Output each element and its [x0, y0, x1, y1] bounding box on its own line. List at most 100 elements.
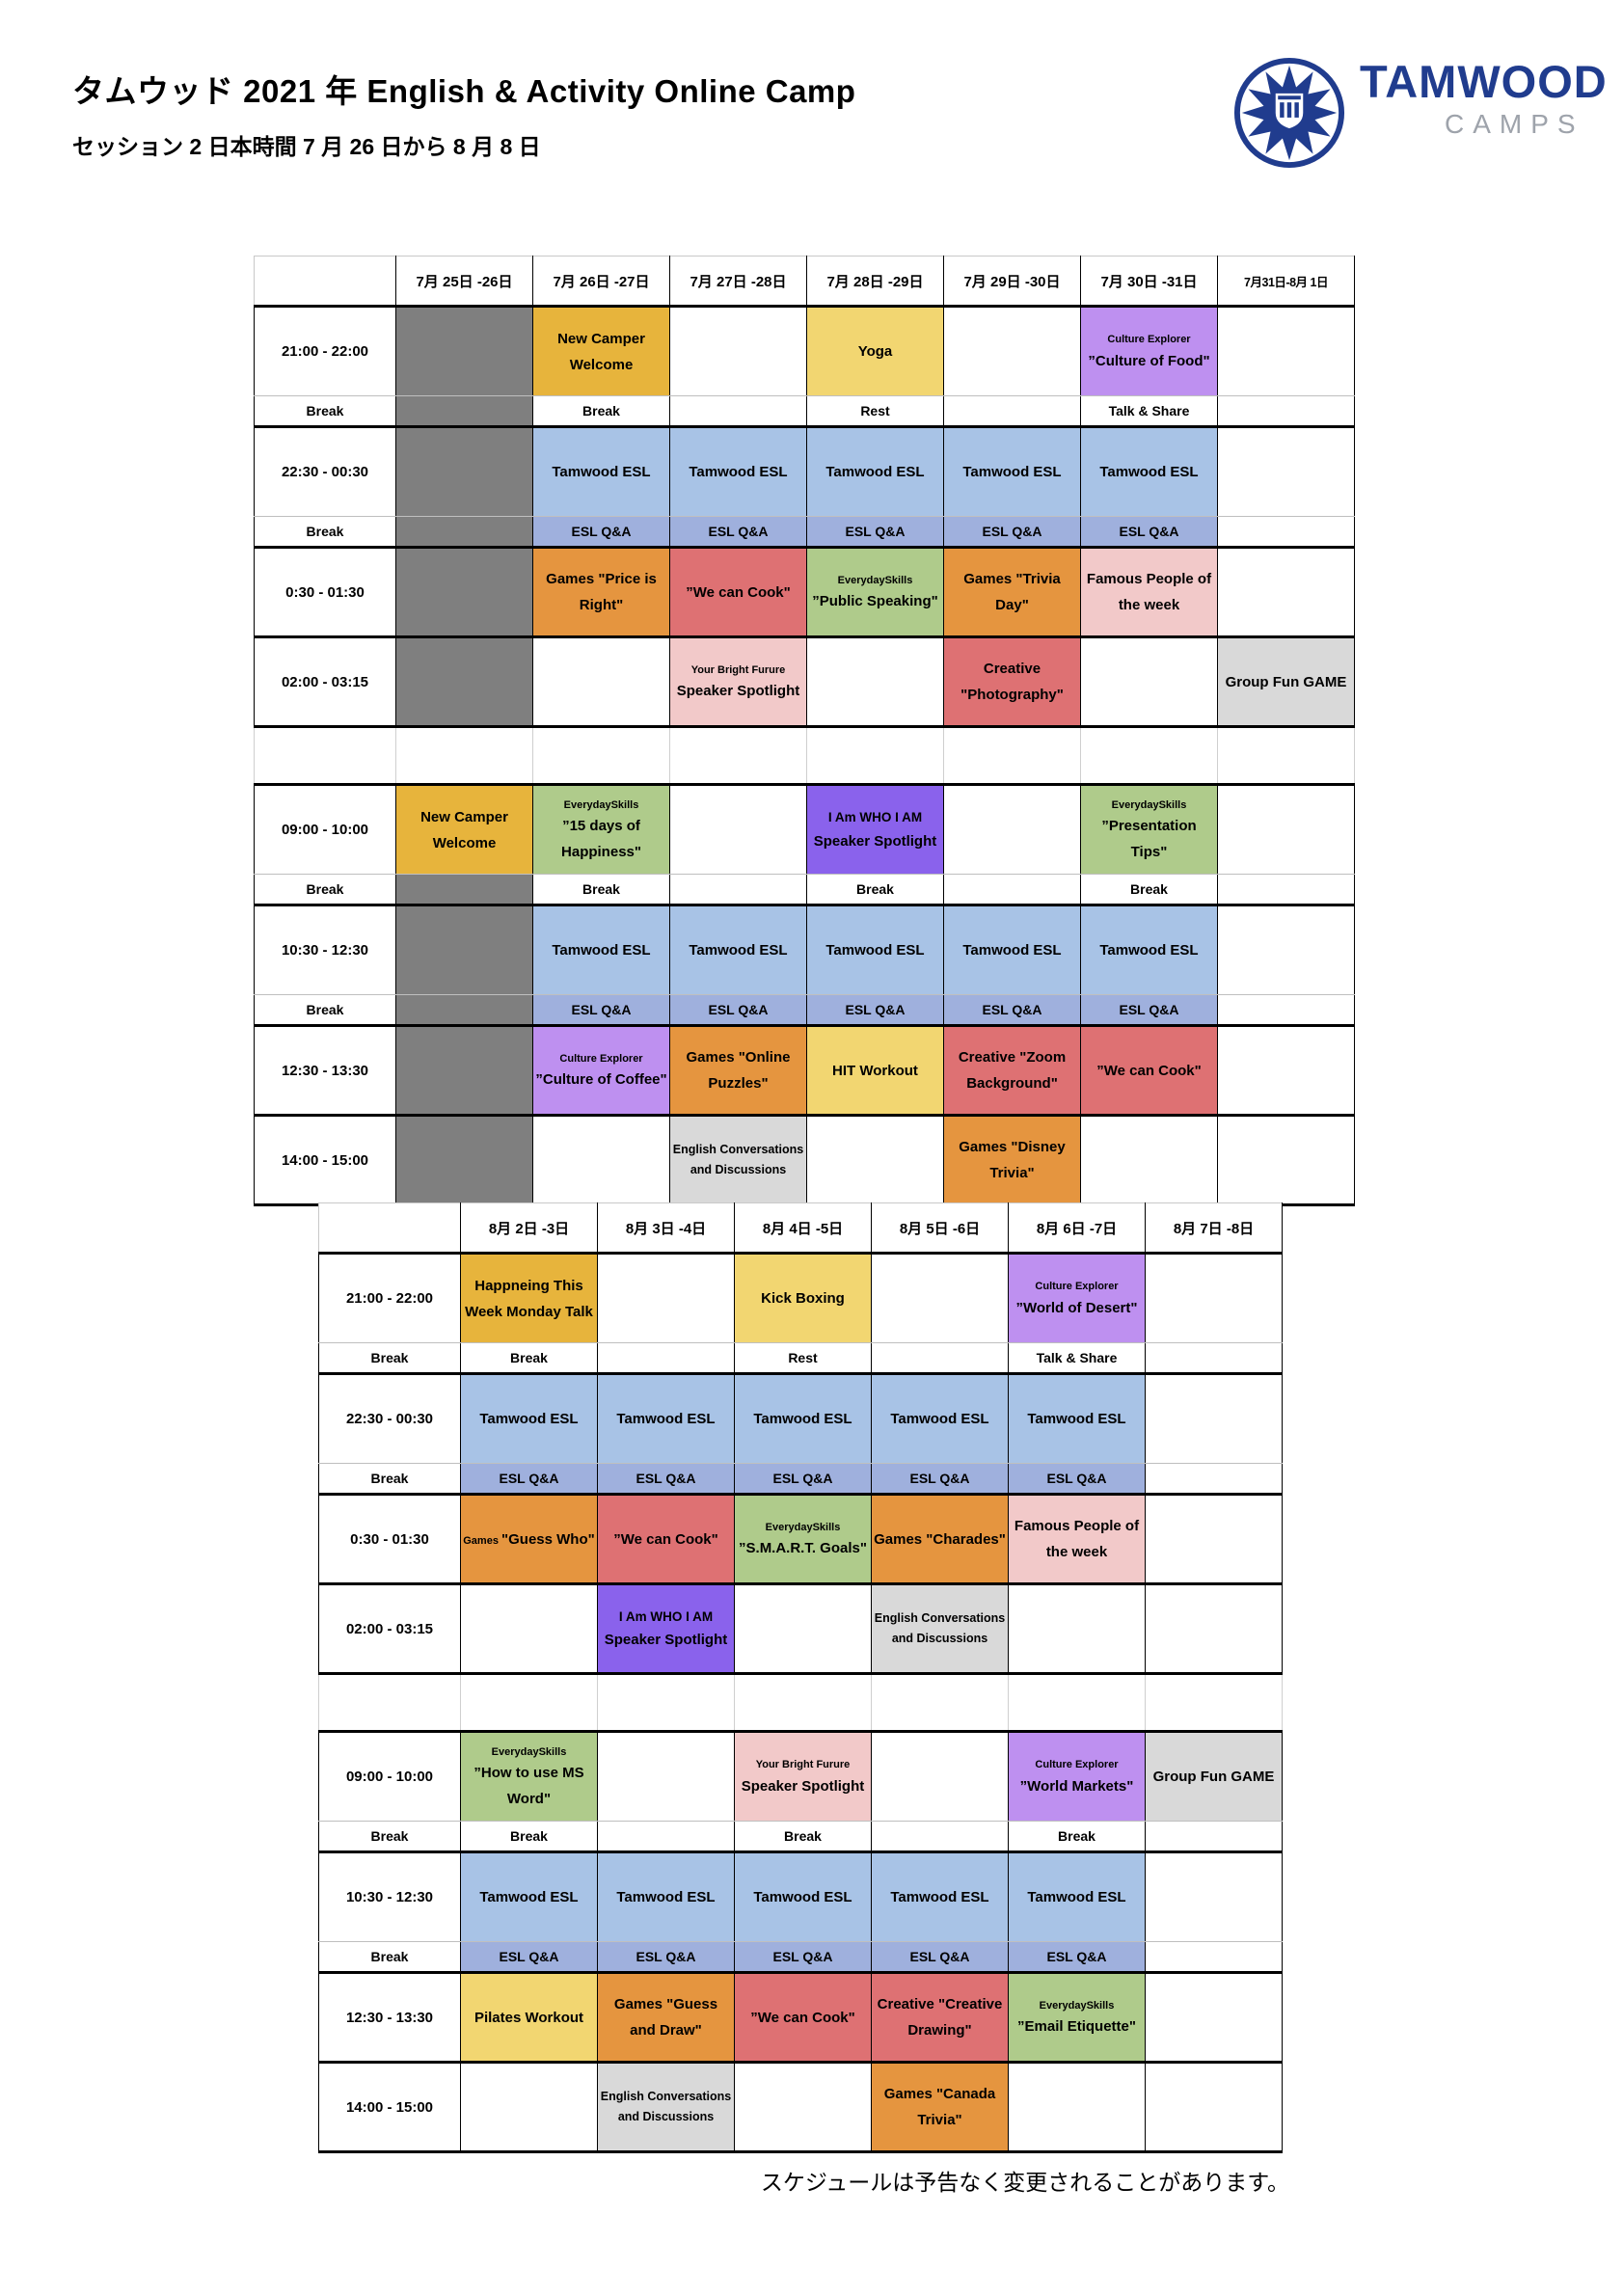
schedule-cell: ESL Q&A	[1008, 1941, 1146, 1974]
empty-gap-cell	[871, 1673, 1009, 1733]
activity-row: 21:00 - 22:00 New Camper Welcome Yoga Cultu…	[254, 306, 1355, 396]
empty-cell	[871, 1342, 1009, 1375]
schedule-cell: Tamwood ESL	[871, 1851, 1009, 1942]
empty-cell	[1217, 905, 1355, 995]
empty-gap-cell	[1080, 726, 1218, 786]
schedule-cell: ESL Q&A	[460, 1941, 598, 1974]
break-row: Break Break Break Break	[254, 874, 1355, 906]
schedule-cell: ESL Q&A	[460, 1463, 598, 1496]
schedule-cell: Your Bright Furure Speaker Spotlight	[669, 636, 807, 728]
schedule-cell: EverydaySkills ”15 days of Happiness"	[532, 784, 670, 875]
schedule-cell: HIT Workout	[806, 1025, 944, 1117]
empty-gap-cell	[943, 726, 1081, 786]
empty-gap-cell	[1008, 1673, 1146, 1733]
time-slot-label: 0:30 - 01:30	[254, 547, 396, 638]
schedule-cell: Games "Trivia Day"	[943, 547, 1081, 638]
schedule-cell: EverydaySkills ”Public Speaking"	[806, 547, 944, 638]
empty-cell	[1217, 1115, 1355, 1206]
schedule-cell: Tamwood ESL	[734, 1851, 872, 1942]
unavailable-cell	[395, 1115, 533, 1206]
schedule-cell: EverydaySkills ”S.M.A.R.T. Goals"	[734, 1494, 872, 1585]
empty-cell	[734, 1583, 872, 1675]
unavailable-cell	[395, 516, 533, 549]
break-row: Break ESL Q&A ESL Q&A ESL Q&A ESL Q&A ESL Q&A	[254, 994, 1355, 1027]
schedule-cell: Talk & Share	[1080, 395, 1218, 428]
empty-cell	[532, 636, 670, 728]
time-slot-label: 22:30 - 00:30	[318, 1373, 461, 1464]
schedule-cell: English Conversations and Discussions	[597, 2062, 735, 2153]
empty-cell	[734, 2062, 872, 2153]
break-row-label: Break	[254, 874, 396, 906]
empty-gap-cell	[806, 726, 944, 786]
break-row: Break Break Break Break	[318, 1821, 1283, 1853]
empty-cell	[1008, 1583, 1146, 1675]
day-header: 8月 4日 -5日	[734, 1202, 872, 1255]
schedule-cell: ESL Q&A	[669, 994, 807, 1027]
activity-row: 12:30 - 13:30 Culture Explorer ”Culture of…	[254, 1025, 1355, 1117]
schedule-cell: Games "Charades"	[871, 1494, 1009, 1585]
schedule-cell: Games "Price is Right"	[532, 547, 670, 638]
schedule-cell: Tamwood ESL	[669, 905, 807, 995]
time-slot-label: 0:30 - 01:30	[318, 1494, 461, 1585]
page-title: タムウッド 2021 年 English & Activity Online C…	[72, 73, 856, 109]
schedule-cell: ESL Q&A	[597, 1941, 735, 1974]
empty-gap-cell	[460, 1673, 598, 1733]
empty-gap-cell	[734, 1673, 872, 1733]
empty-cell	[943, 306, 1081, 396]
schedule-cell: Tamwood ESL	[597, 1851, 735, 1942]
schedule-cell: ”We can Cook"	[734, 1972, 872, 2064]
day-header: 7月 30日 -31日	[1080, 256, 1218, 308]
schedule-cell: ”We can Cook"	[597, 1494, 735, 1585]
activity-row: 10:30 - 12:30 Tamwood ESL Tamwood ESL Tamwo…	[318, 1851, 1283, 1942]
schedule-cell: ESL Q&A	[597, 1463, 735, 1496]
empty-cell	[597, 1821, 735, 1853]
tamwood-logo: TAMWOOD CAMPS	[1232, 56, 1608, 170]
empty-cell	[1145, 1972, 1283, 2064]
empty-cell	[943, 395, 1081, 428]
empty-cell	[871, 1253, 1009, 1343]
empty-cell	[806, 1115, 944, 1206]
gap-row	[254, 726, 1355, 786]
empty-cell	[871, 1731, 1009, 1822]
empty-cell	[669, 784, 807, 875]
break-row-label: Break	[318, 1821, 461, 1853]
empty-cell	[1145, 1342, 1283, 1375]
day-header: 7月 29日 -30日	[943, 256, 1081, 308]
empty-cell	[871, 1821, 1009, 1853]
schedule-cell: Tamwood ESL	[669, 426, 807, 517]
unavailable-cell	[395, 1025, 533, 1117]
schedule-cell: Tamwood ESL	[1008, 1851, 1146, 1942]
schedule-cell: New Camper Welcome	[395, 784, 533, 875]
empty-cell	[597, 1253, 735, 1343]
break-row: Break Break Rest Talk & Share	[254, 395, 1355, 428]
schedule-cell: Games "Guess Who"	[460, 1494, 598, 1585]
empty-cell	[1145, 1494, 1283, 1585]
schedule-cell: Break	[532, 874, 670, 906]
schedule-cell: Pilates Workout	[460, 1972, 598, 2064]
schedule-cell: ESL Q&A	[1080, 516, 1218, 549]
schedule-cell: Tamwood ESL	[943, 905, 1081, 995]
break-row-label: Break	[318, 1941, 461, 1974]
break-row-label: Break	[254, 994, 396, 1027]
schedule-cell: Creative "Zoom Background"	[943, 1025, 1081, 1117]
schedule-cell: EverydaySkills ”Presentation Tips"	[1080, 784, 1218, 875]
schedule-cell: Break	[734, 1821, 872, 1853]
time-slot-label: 10:30 - 12:30	[318, 1851, 461, 1942]
break-row: Break Break Rest Talk & Share	[318, 1342, 1283, 1375]
schedule-cell: Kick Boxing	[734, 1253, 872, 1343]
schedule-disclaimer: スケジュールは予告なく変更されることがあります。	[760, 2170, 1289, 2195]
logo-brand: TAMWOOD	[1360, 56, 1608, 107]
schedule-cell: Tamwood ESL	[597, 1373, 735, 1464]
schedule-cell: ESL Q&A	[806, 994, 944, 1027]
empty-cell	[1145, 2062, 1283, 2153]
schedule-cell: English Conversations and Discussions	[871, 1583, 1009, 1675]
schedule-cell: EverydaySkills ”How to use MS Word"	[460, 1731, 598, 1822]
schedule-cell: New Camper Welcome	[532, 306, 670, 396]
unavailable-cell	[395, 306, 533, 396]
day-header: 7月 25日 -26日	[395, 256, 533, 308]
schedule-cell: Tamwood ESL	[532, 426, 670, 517]
schedule-cell: I Am WHO I AM Speaker Spotlight	[806, 784, 944, 875]
gap-row	[318, 1673, 1283, 1733]
schedule-cell: Rest	[734, 1342, 872, 1375]
schedule-cell: Famous People of the week	[1008, 1494, 1146, 1585]
